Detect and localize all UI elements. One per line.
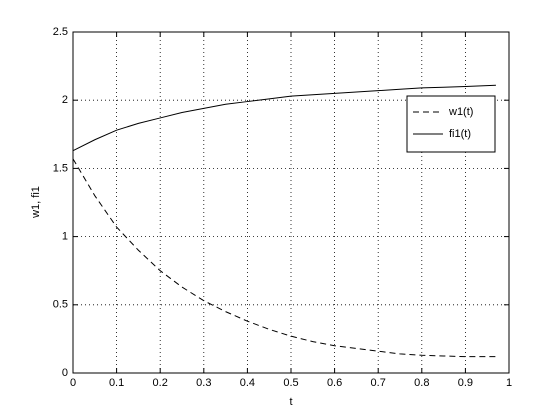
x-tick-label: 0.5 [283,377,298,389]
y-tick-label: 0 [62,367,68,379]
plot-frame [72,31,510,374]
y-tick-label: 2.5 [53,26,68,38]
x-tick-label: 0.9 [458,377,473,389]
legend-label: w1(t) [448,106,473,118]
x-axis-label: t [289,396,292,408]
x-tick-label: 0.4 [240,377,255,389]
y-tick-label: 2 [62,94,68,106]
y-axis-label: w1, fi1 [30,186,42,219]
x-tick-label: 0 [70,377,76,389]
y-tick-label: 1 [62,231,68,243]
x-tick-label: 0.6 [327,377,342,389]
legend-label: fi1(t) [449,128,471,140]
x-tick-label: 0.3 [196,377,211,389]
y-tick-label: 0.5 [53,299,68,311]
y-tick-label: 1.5 [53,162,68,174]
x-tick-label: 1 [506,377,512,389]
x-tick-label: 0.2 [153,377,168,389]
x-tick-label: 0.1 [109,377,124,389]
x-tick-label: 0.7 [371,377,386,389]
line-series [72,84,496,152]
legend-box [406,95,496,153]
x-tick-label: 0.8 [414,377,429,389]
